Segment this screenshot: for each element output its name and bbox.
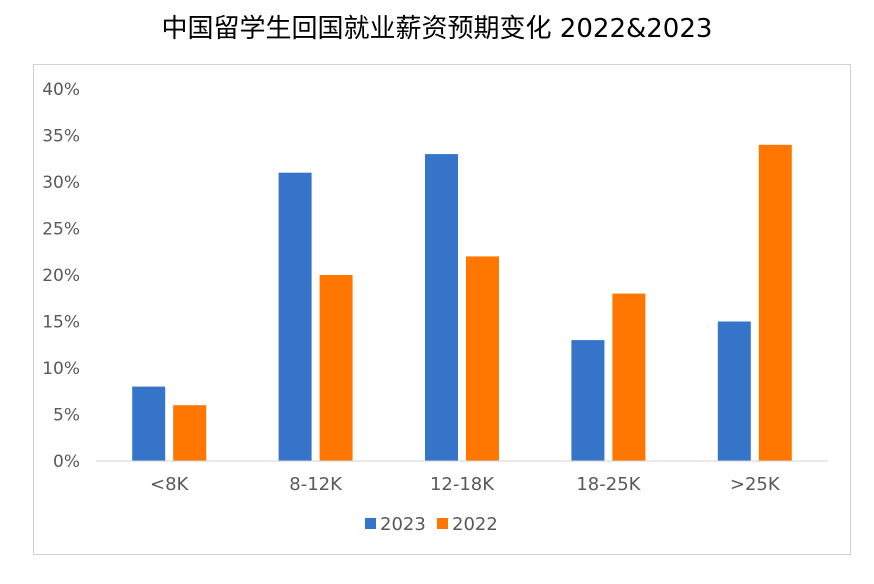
bar-2022-0 [173,405,207,461]
legend: 2023 2022 [365,514,498,535]
chart-frame [33,64,851,555]
legend-label-2022: 2022 [452,514,498,535]
y-axis-ticks: 0% 5% 10% 15% 20% 25% 30% 35% 40% [42,80,80,472]
x-tick-label: <8K [150,474,190,495]
bar-2023-2 [425,154,458,461]
y-tick-label: 30% [42,173,80,193]
x-tick-label: >25K [730,474,781,495]
bar-2023-1 [278,172,312,461]
y-tick-label: 20% [42,266,80,286]
y-tick-label: 25% [42,220,80,240]
x-tick-label: 8-12K [289,474,343,495]
bar-2022-2 [466,256,499,461]
legend-swatch-2022 [437,518,448,529]
bars [132,144,792,462]
y-tick-label: 10% [42,359,80,379]
y-tick-label: 35% [42,127,80,147]
bar-2023-4 [717,321,751,461]
legend-label-2023: 2023 [380,514,426,535]
chart-title: 中国留学生回国就业薪资预期变化 2022&2023 [161,14,713,44]
bar-2022-1 [319,275,353,461]
bar-2022-3 [612,293,646,461]
x-tick-label: 18-25K [576,474,641,495]
y-tick-label: 0% [53,452,80,472]
bar-2022-4 [758,144,792,462]
x-tick-label: 12-18K [430,474,495,495]
bar-2023-3 [571,340,605,461]
y-tick-label: 40% [42,80,80,100]
y-tick-label: 5% [53,406,80,426]
bar-2023-0 [132,386,166,461]
x-axis-labels: <8K 8-12K 12-18K 18-25K >25K [150,474,781,495]
y-tick-label: 15% [42,313,80,333]
legend-swatch-2023 [365,518,376,529]
